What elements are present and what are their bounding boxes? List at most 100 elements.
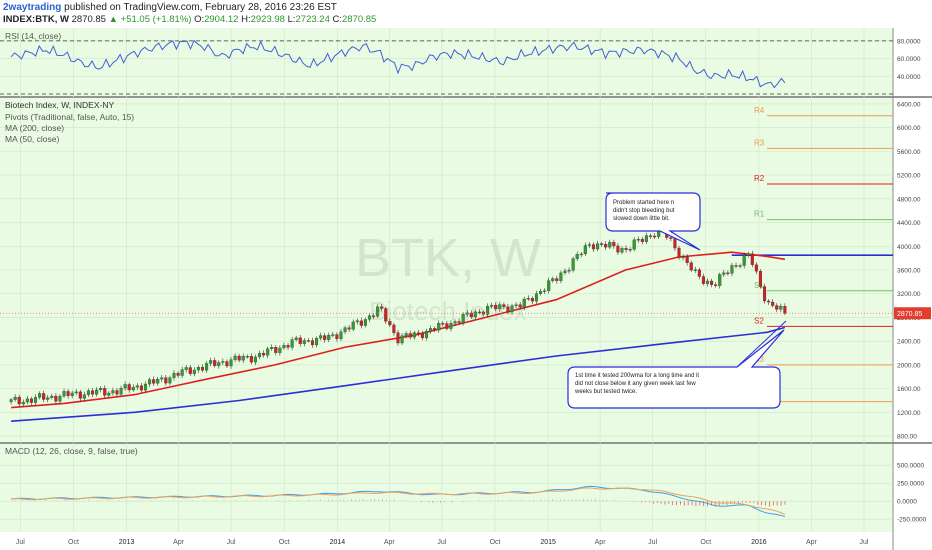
candle [547, 277, 551, 294]
candle [710, 278, 714, 288]
axis-labels: Jul Oct 2013 Apr Jul Oct 2014 Apr Jul Oct 2015 Apr J… [0, 38, 931, 546]
candle [465, 310, 469, 318]
macd-pane[interactable] [0, 444, 893, 532]
candle-body [746, 253, 750, 256]
candle [437, 320, 441, 333]
candle-body [127, 384, 131, 391]
candle [359, 317, 363, 329]
candle-body [152, 379, 156, 384]
candle-body [310, 340, 315, 346]
candle [718, 272, 722, 289]
candle [200, 364, 205, 373]
candle [115, 387, 119, 398]
candle-body [233, 355, 237, 360]
candle-body [591, 244, 596, 250]
macd-signal-line [11, 487, 786, 515]
candle [127, 382, 131, 393]
candle [762, 283, 767, 304]
candle-body [514, 304, 518, 306]
candle-body [563, 270, 567, 274]
candle-body [636, 239, 640, 241]
candle [477, 308, 481, 315]
candle-body [278, 347, 282, 353]
candle-body [298, 337, 302, 344]
macd-legend: MACD (12, 26, close, 9, false, true) [5, 446, 138, 456]
low-value: 2723.24 [295, 14, 330, 25]
candle [107, 390, 111, 398]
price-axis-label: 6400.00 [897, 101, 921, 108]
candle [730, 262, 734, 277]
rsi-pane[interactable] [0, 28, 893, 96]
candle [534, 290, 539, 305]
price-axis[interactable] [893, 28, 932, 532]
candle-body [168, 377, 172, 384]
candle-body [270, 347, 274, 349]
candle [62, 388, 66, 399]
candle-body [424, 330, 429, 339]
candle [180, 366, 184, 378]
candle [771, 299, 775, 308]
candle-body [188, 367, 192, 374]
close-label: C: [332, 14, 343, 25]
annotation-200wma[interactable]: 1st time it tested 200wma for a long tim… [567, 320, 787, 409]
candle [620, 246, 624, 255]
candle [384, 306, 388, 324]
candle-body [107, 392, 111, 396]
candle [103, 385, 107, 399]
candle-body [673, 238, 677, 249]
candle [453, 319, 457, 326]
candle-body [718, 274, 722, 286]
candle [416, 329, 420, 337]
time-axis[interactable] [0, 532, 893, 550]
candle-body [396, 332, 400, 344]
candle-body [420, 333, 424, 339]
candle-body [314, 338, 319, 346]
annotation-pointer [736, 320, 787, 368]
candle-body [359, 320, 363, 326]
candle-body [180, 369, 184, 376]
candle-body [21, 401, 25, 405]
macd-line [11, 485, 786, 517]
ma200-line [11, 326, 786, 422]
candle [404, 331, 408, 339]
time-label: Jul [227, 539, 236, 546]
candle [367, 312, 372, 323]
candle-body [17, 396, 21, 405]
candle [335, 332, 339, 342]
candle [274, 345, 278, 356]
open-label: O: [194, 14, 205, 25]
publisher-username[interactable]: 2waytrading [3, 2, 62, 13]
candle-body [384, 308, 388, 322]
candle-body [355, 320, 359, 323]
candle-body [111, 390, 115, 394]
candle-body [156, 378, 160, 384]
candle [184, 365, 188, 373]
candle [241, 353, 245, 364]
high-label: H: [241, 14, 251, 25]
candle-body [604, 244, 608, 248]
annotation-problem[interactable]: Problem started here n didn't stop bleed… [605, 192, 701, 251]
candle [290, 336, 294, 351]
candle [46, 395, 50, 403]
candle [119, 385, 123, 397]
candle-body [282, 345, 286, 349]
candle-body [327, 335, 331, 340]
candle [302, 337, 306, 347]
candle [538, 288, 543, 296]
time-label: Jul [16, 539, 25, 546]
candle-body [441, 323, 445, 325]
candle [412, 330, 416, 340]
chart-canvas[interactable]: BTK, W Biotech Index RSI (14, close) Bio… [0, 28, 932, 550]
candle [461, 312, 465, 326]
candle [90, 387, 95, 398]
candle-body [697, 269, 701, 277]
candle [567, 267, 571, 274]
candle [351, 319, 355, 332]
candle [559, 270, 563, 284]
candle-body [29, 398, 33, 403]
annotation-line: Problem started here n [613, 200, 674, 206]
candle-body [82, 394, 86, 399]
candle-body [575, 254, 579, 259]
candle [9, 397, 13, 405]
candle-body [306, 340, 310, 342]
